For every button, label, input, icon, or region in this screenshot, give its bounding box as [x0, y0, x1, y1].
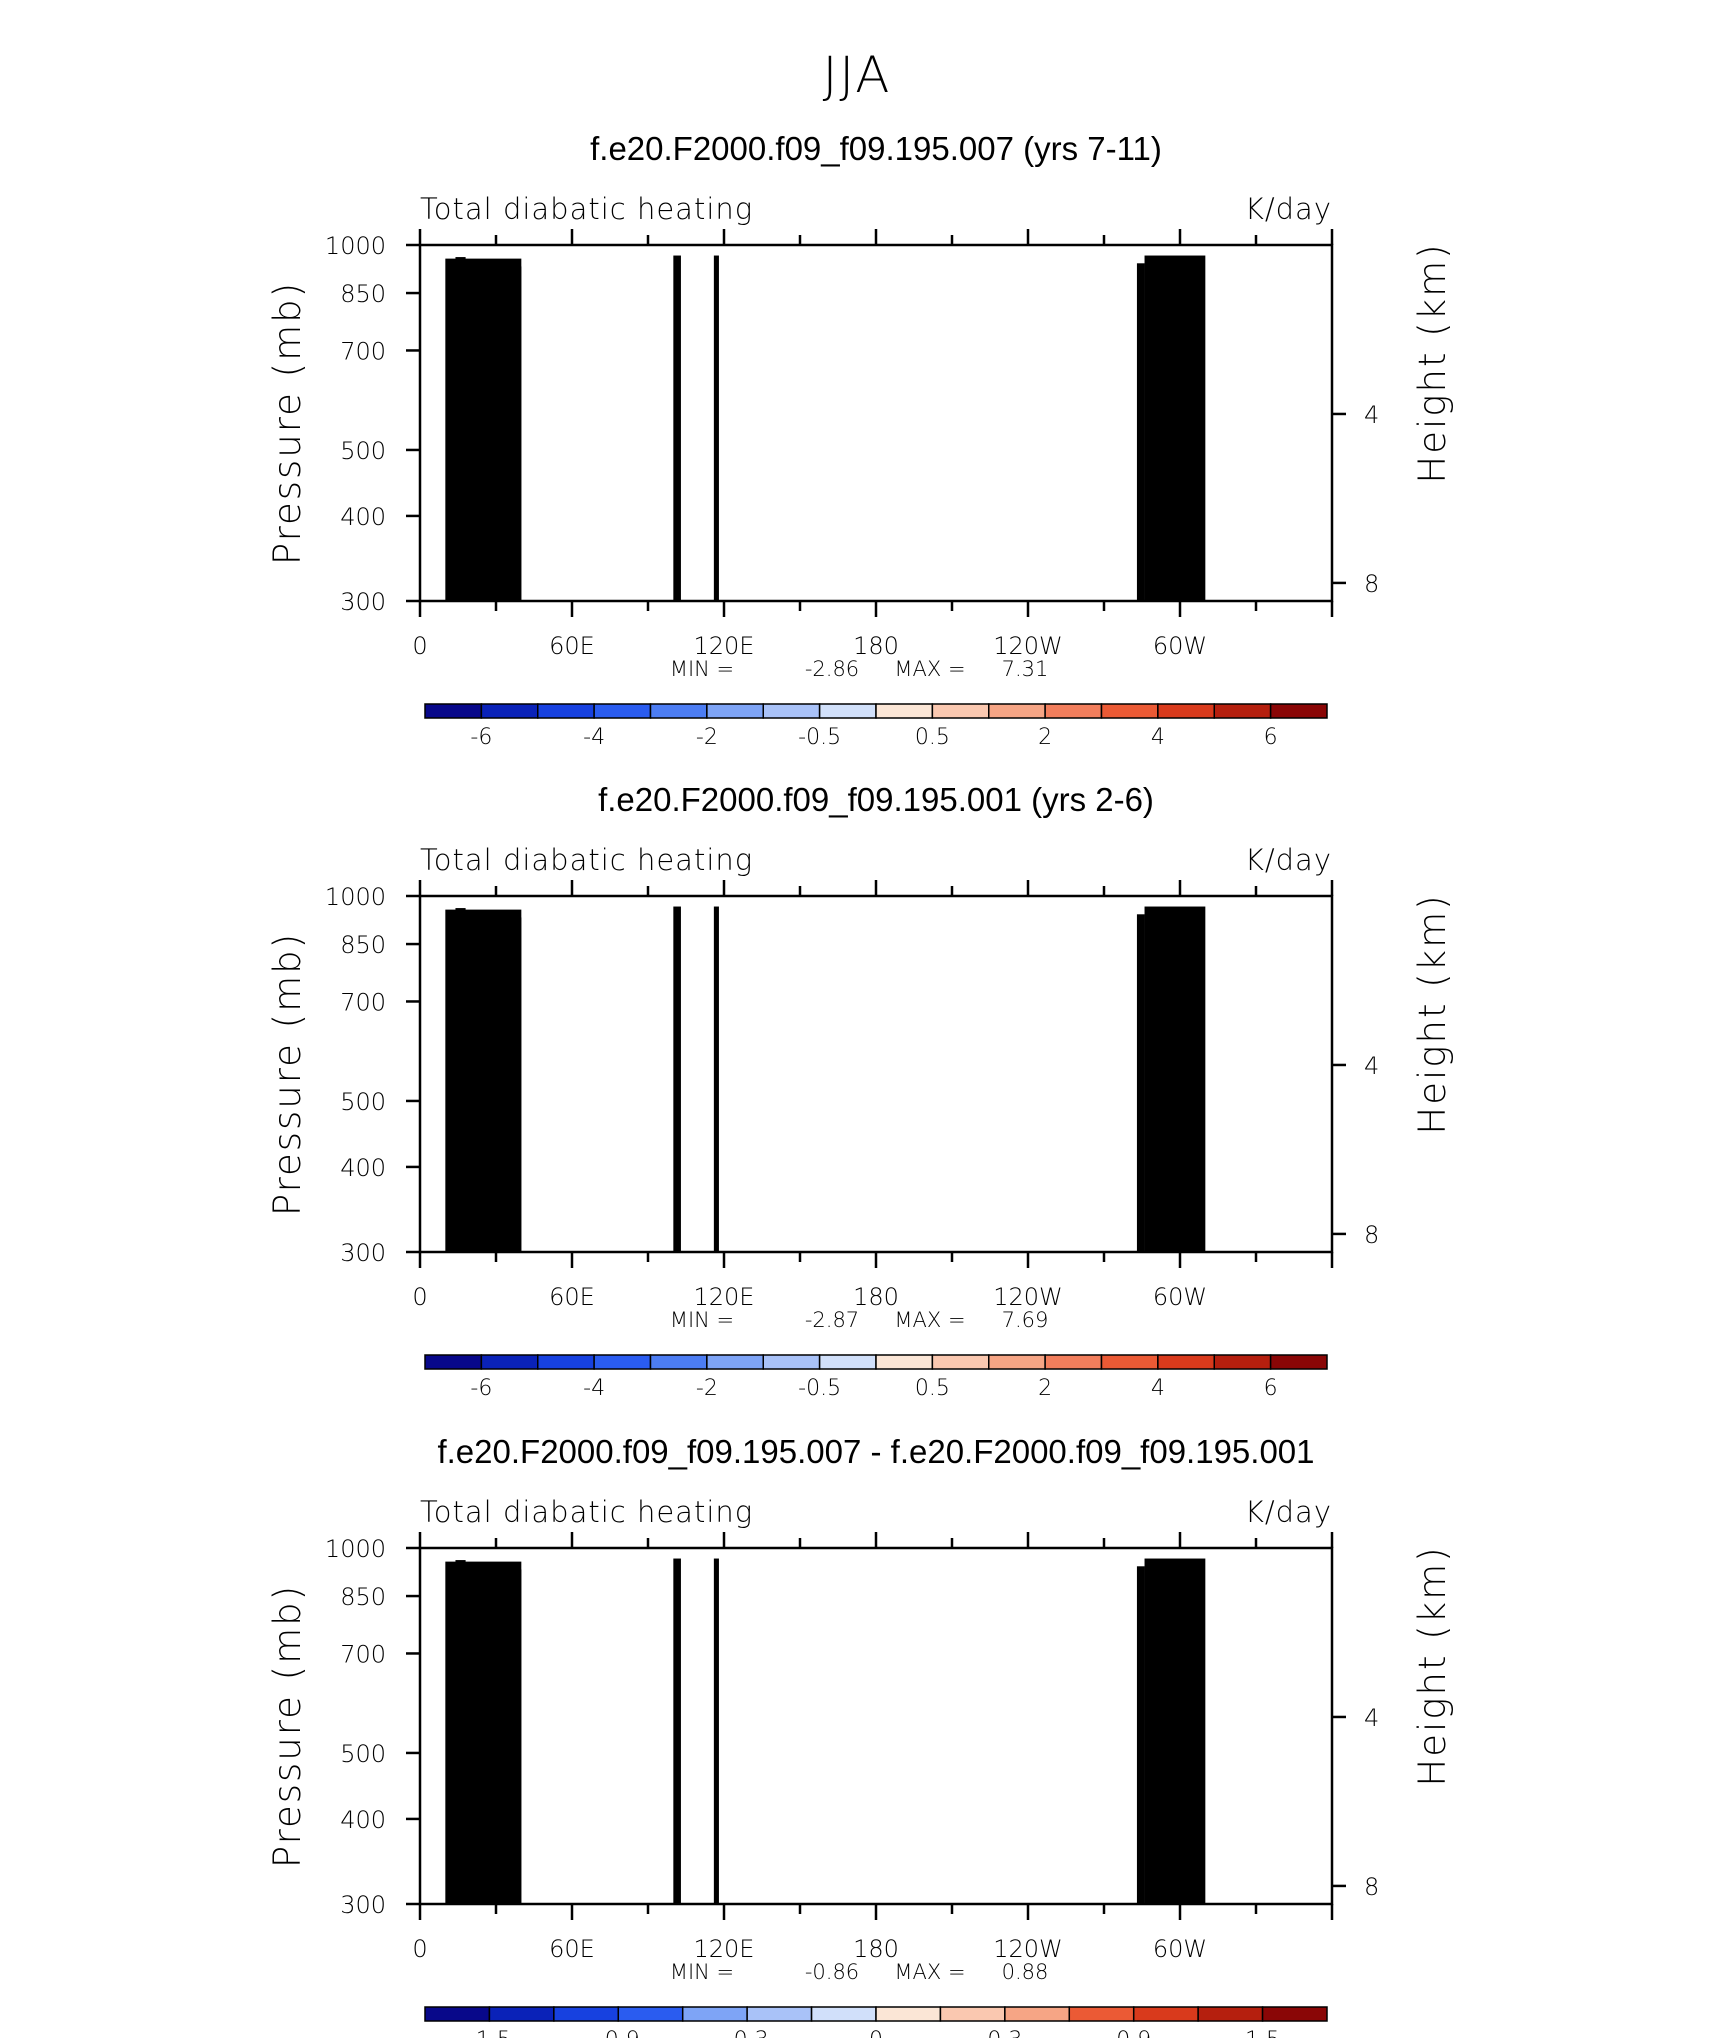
right-string: K/day [1245, 192, 1332, 226]
figure-title: JJA [823, 46, 892, 104]
chart-panel-1: f.e20.F2000.f09_f09.195.007 (yrs 7-11) To… [266, 130, 1454, 750]
panel-title: f.e20.F2000.f09_f09.195.007 (yrs 7-11) [590, 130, 1162, 167]
left-string: Total diabatic heating [420, 192, 753, 226]
